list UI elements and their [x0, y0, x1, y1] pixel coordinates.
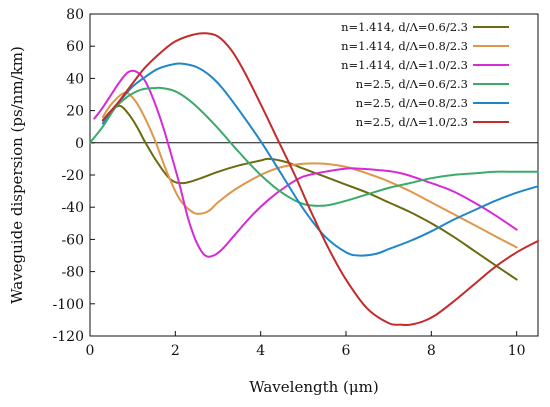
y-tick-label: 40	[66, 71, 84, 87]
y-axis-label: Waveguide dispersion (ps/nm/km)	[8, 46, 26, 304]
x-tick-label: 10	[508, 343, 526, 359]
y-tick-label: -100	[53, 297, 84, 313]
x-tick-label: 2	[171, 343, 180, 359]
legend-label: n=2.5, d/Λ=0.8/2.3	[356, 96, 468, 110]
x-tick-label: 0	[86, 343, 95, 359]
y-tick-label: -120	[53, 329, 84, 345]
y-tick-label: 20	[66, 104, 84, 120]
series-lines	[89, 32, 539, 327]
legend-label: n=1.414, d/Λ=0.8/2.3	[341, 39, 468, 53]
legend-label: n=2.5, d/Λ=1.0/2.3	[356, 115, 468, 129]
series-line-3	[93, 69, 518, 258]
series-line-1	[101, 104, 518, 281]
y-tick-label: -40	[61, 200, 84, 216]
series-line-6	[101, 32, 539, 327]
series-line-5	[101, 62, 539, 257]
y-tick-label: 80	[66, 7, 84, 23]
x-tick-label: 4	[256, 343, 265, 359]
x-tick-label: 8	[427, 343, 436, 359]
legend-label: n=1.414, d/Λ=0.6/2.3	[341, 20, 468, 34]
y-axis-ticks: 80 60 40 20 0 -20 -40 -60 -80 -100 -120	[53, 7, 95, 345]
x-tick-label: 6	[342, 343, 351, 359]
x-axis-ticks: 0 2 4 6 8 10	[86, 331, 526, 359]
legend-label: n=2.5, d/Λ=0.6/2.3	[356, 77, 468, 91]
series-line-2	[101, 91, 518, 249]
y-tick-label: 0	[75, 136, 84, 152]
y-tick-label: -80	[61, 265, 84, 281]
legend-label: n=1.414, d/Λ=1.0/2.3	[341, 58, 468, 72]
y-tick-label: -60	[61, 232, 84, 248]
series-line-4	[89, 86, 539, 207]
y-tick-label: -20	[61, 168, 84, 184]
y-tick-label: 60	[66, 39, 84, 55]
x-axis-label: Wavelength (μm)	[249, 378, 378, 396]
legend: n=1.414, d/Λ=0.6/2.3 n=1.414, d/Λ=0.8/2.3…	[341, 20, 509, 129]
